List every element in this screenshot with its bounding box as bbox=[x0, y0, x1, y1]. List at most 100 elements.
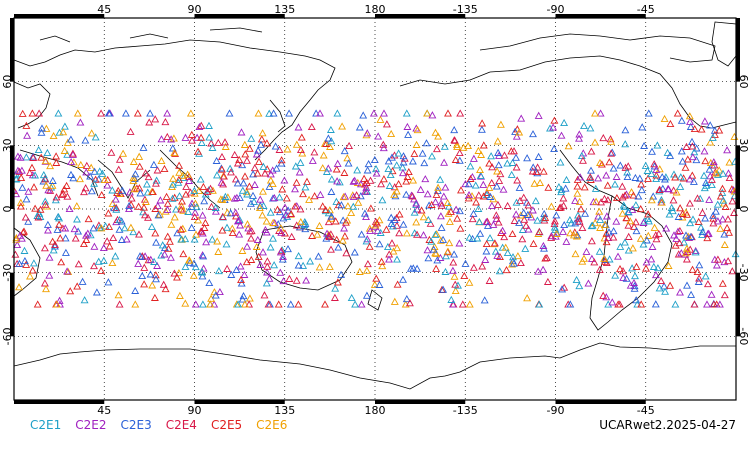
observation-marker bbox=[234, 300, 243, 308]
observation-marker bbox=[601, 220, 609, 228]
observation-marker bbox=[135, 230, 143, 238]
observation-marker bbox=[342, 249, 351, 257]
left-scale-bar bbox=[10, 272, 14, 337]
observation-marker bbox=[395, 229, 404, 237]
observation-marker bbox=[393, 280, 402, 288]
top-scale-bar bbox=[14, 14, 105, 18]
observation-marker bbox=[572, 275, 581, 284]
observation-marker bbox=[697, 125, 706, 133]
observation-marker bbox=[612, 193, 621, 202]
observation-marker bbox=[20, 256, 29, 265]
observation-marker bbox=[651, 270, 660, 279]
observation-marker bbox=[534, 267, 543, 275]
observation-marker bbox=[621, 126, 630, 134]
observation-marker bbox=[465, 233, 474, 241]
observation-marker bbox=[707, 290, 716, 298]
observation-marker bbox=[624, 207, 633, 215]
observation-marker bbox=[167, 220, 176, 228]
observation-marker bbox=[372, 169, 381, 177]
observation-marker bbox=[365, 224, 374, 232]
observation-marker bbox=[141, 197, 150, 205]
observation-marker bbox=[620, 202, 629, 210]
observation-marker bbox=[144, 213, 152, 221]
observation-marker bbox=[97, 224, 106, 232]
observation-marker bbox=[465, 278, 474, 286]
right-scale-bar bbox=[736, 18, 740, 82]
observation-marker bbox=[179, 206, 188, 214]
observation-marker bbox=[631, 218, 640, 226]
observation-marker bbox=[515, 218, 524, 226]
observation-marker bbox=[602, 293, 611, 301]
observation-marker bbox=[402, 294, 411, 303]
observation-marker bbox=[493, 200, 502, 208]
legend-item-c2e4: C2E4 bbox=[165, 418, 197, 432]
observation-marker bbox=[430, 242, 439, 251]
observation-marker bbox=[599, 291, 608, 299]
observation-marker bbox=[580, 254, 588, 262]
observation-marker bbox=[268, 179, 277, 188]
observation-marker bbox=[292, 178, 301, 186]
observation-marker bbox=[529, 163, 538, 171]
observation-marker bbox=[48, 181, 57, 189]
observation-marker bbox=[17, 166, 26, 174]
observation-marker bbox=[445, 217, 454, 225]
observation-marker bbox=[621, 163, 630, 171]
observation-marker bbox=[20, 227, 28, 235]
observation-marker bbox=[493, 137, 502, 145]
legend-item-c2e1: C2E1 bbox=[30, 418, 62, 432]
observation-marker bbox=[34, 145, 43, 154]
observation-marker bbox=[175, 168, 184, 176]
observation-marker bbox=[392, 187, 401, 195]
observation-marker bbox=[225, 109, 234, 117]
observation-marker bbox=[546, 124, 554, 132]
observation-marker bbox=[22, 260, 31, 268]
observation-marker bbox=[134, 202, 143, 210]
observation-marker bbox=[160, 250, 169, 258]
observation-marker bbox=[187, 223, 196, 231]
observation-marker bbox=[591, 109, 599, 117]
observation-marker bbox=[211, 203, 220, 211]
observation-marker bbox=[653, 141, 662, 149]
observation-marker bbox=[700, 147, 709, 155]
observation-marker bbox=[152, 176, 161, 184]
observation-marker bbox=[294, 251, 303, 260]
observation-marker bbox=[701, 272, 710, 280]
observation-marker bbox=[402, 109, 411, 117]
observation-marker bbox=[468, 192, 476, 200]
coastline-japan bbox=[269, 99, 286, 133]
observation-marker bbox=[683, 281, 691, 289]
observation-marker bbox=[549, 123, 558, 131]
observation-marker bbox=[130, 185, 139, 193]
observation-marker bbox=[221, 142, 230, 150]
observation-marker bbox=[259, 162, 268, 170]
observation-marker bbox=[494, 148, 503, 156]
observation-marker bbox=[66, 287, 75, 295]
observation-marker bbox=[203, 187, 212, 196]
observation-marker bbox=[591, 138, 599, 146]
observation-marker bbox=[590, 258, 599, 266]
observation-marker bbox=[524, 201, 533, 209]
observation-marker bbox=[177, 205, 186, 213]
observation-marker bbox=[433, 256, 442, 264]
observation-marker bbox=[666, 119, 675, 128]
observation-marker bbox=[327, 214, 336, 222]
observation-marker bbox=[233, 217, 242, 225]
coastlines bbox=[13, 21, 737, 390]
coastline-australia bbox=[255, 225, 353, 291]
observation-marker bbox=[432, 230, 441, 238]
observation-marker bbox=[493, 251, 502, 259]
observation-marker bbox=[476, 229, 485, 237]
observation-marker bbox=[490, 239, 499, 247]
observation-marker bbox=[676, 173, 685, 181]
observation-marker bbox=[440, 158, 449, 166]
observation-marker bbox=[163, 205, 172, 213]
observation-marker bbox=[423, 109, 432, 117]
observation-marker bbox=[153, 201, 162, 210]
observation-marker bbox=[133, 109, 142, 117]
observation-marker bbox=[191, 262, 200, 271]
observation-marker bbox=[161, 207, 170, 215]
observation-marker bbox=[330, 293, 339, 301]
lat-label-left: 30 bbox=[1, 138, 14, 152]
observation-marker bbox=[510, 147, 518, 155]
observation-marker bbox=[286, 300, 295, 308]
